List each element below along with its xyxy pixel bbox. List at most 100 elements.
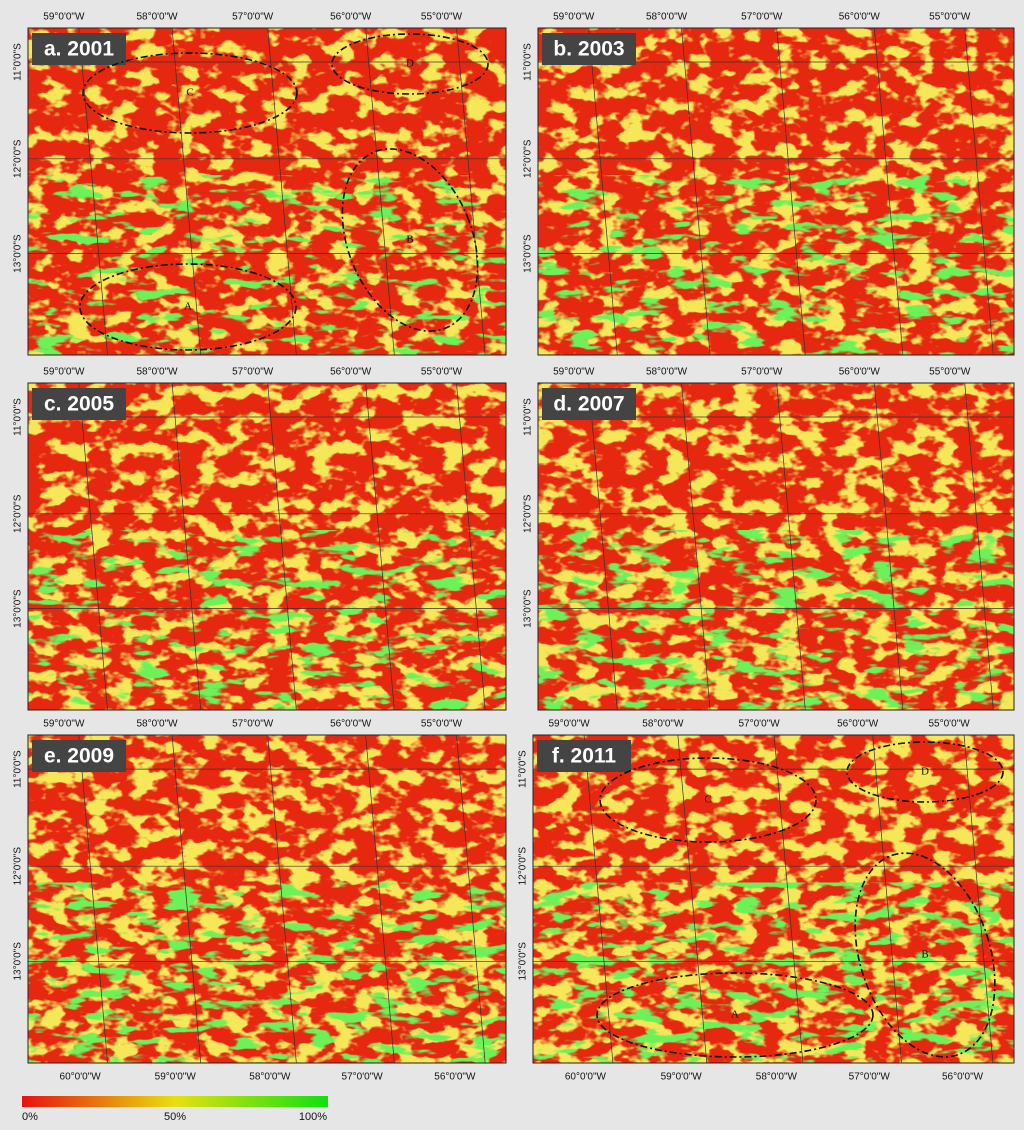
longitude-line	[872, 735, 902, 1063]
panel-border	[537, 27, 1015, 356]
longitude-label: 57°0'0"W	[741, 367, 783, 378]
longitude-label: 56°0'0"W	[837, 719, 879, 730]
legend-label: 50%	[164, 1111, 186, 1123]
longitude-label: 55°0'0"W	[929, 367, 971, 378]
latitude-label: 12°0'0"S	[523, 494, 534, 533]
longitude-line	[78, 735, 108, 1063]
longitude-label: 59°0'0"W	[661, 1072, 703, 1083]
latitude-label: 13°0'0"S	[13, 234, 24, 273]
map-panel	[28, 383, 506, 710]
map-panel	[28, 735, 506, 1063]
region-label: D	[921, 766, 929, 778]
latitude-label: 12°0'0"S	[518, 847, 529, 886]
longitude-label: 55°0'0"W	[928, 719, 970, 730]
panel-label-box	[32, 33, 126, 65]
panel-label: f. 2011	[552, 745, 617, 768]
longitude-line	[267, 735, 297, 1063]
panel-label: e. 2009	[44, 745, 114, 768]
longitude-label: 60°0'0"W	[565, 1072, 607, 1083]
latitude-label: 11°0'0"S	[13, 750, 24, 788]
vegetation-green	[538, 175, 1014, 355]
map-panel	[538, 383, 1014, 710]
longitude-label: 58°0'0"W	[642, 719, 684, 730]
longitude-label: 57°0'0"W	[342, 1072, 384, 1083]
region-label: D	[406, 58, 414, 70]
longitude-label: 59°0'0"W	[553, 367, 595, 378]
longitude-line	[171, 383, 202, 710]
legend-label: 100%	[299, 1111, 327, 1123]
longitude-label: 59°0'0"W	[43, 367, 85, 378]
longitude-line	[583, 735, 614, 1063]
longitude-line	[456, 28, 486, 355]
longitude-line	[456, 735, 486, 1063]
longitude-label: 58°0'0"W	[646, 12, 688, 23]
longitude-line	[964, 28, 994, 355]
longitude-line	[267, 28, 297, 355]
latitude-label: 13°0'0"S	[13, 589, 24, 628]
latitude-label: 12°0'0"S	[13, 494, 24, 533]
longitude-label: 59°0'0"W	[43, 719, 85, 730]
longitude-label: 59°0'0"W	[43, 12, 85, 23]
longitude-label: 60°0'0"W	[60, 1072, 102, 1083]
longitude-line	[681, 28, 711, 355]
region-label: B	[406, 234, 413, 246]
longitude-line	[873, 28, 904, 355]
panel-border	[537, 382, 1015, 711]
region-label: A	[731, 1009, 739, 1021]
panel-label-box	[542, 388, 636, 420]
latitude-label: 11°0'0"S	[13, 43, 24, 81]
region-outline	[854, 852, 996, 1058]
longitude-line	[78, 28, 108, 355]
panel-label: a. 2001	[44, 38, 114, 61]
longitude-label: 56°0'0"W	[330, 367, 372, 378]
longitude-line	[873, 383, 904, 710]
latitude-label: 13°0'0"S	[518, 942, 529, 981]
longitude-label: 57°0'0"W	[738, 719, 780, 730]
panel-border	[27, 382, 507, 711]
longitude-line	[365, 383, 395, 710]
longitude-line	[171, 28, 202, 355]
longitude-label: 55°0'0"W	[421, 12, 463, 23]
panel-label: c. 2005	[44, 393, 114, 416]
panel-label: d. 2007	[553, 393, 624, 416]
panel-border	[532, 734, 1015, 1064]
region-label: C	[186, 87, 193, 99]
vegetation-green	[538, 530, 1014, 710]
panel-border	[27, 734, 507, 1064]
map-panel	[538, 28, 1014, 355]
longitude-label: 58°0'0"W	[646, 367, 688, 378]
longitude-label: 57°0'0"W	[741, 12, 783, 23]
panel-border	[27, 27, 507, 356]
longitude-line	[773, 735, 804, 1063]
longitude-line	[964, 383, 994, 710]
latitude-label: 13°0'0"S	[523, 589, 534, 628]
longitude-line	[365, 735, 395, 1063]
longitude-label: 57°0'0"W	[232, 719, 274, 730]
region-label: B	[921, 949, 928, 961]
region-outline	[596, 972, 874, 1058]
longitude-line	[588, 383, 618, 710]
longitude-line	[78, 383, 108, 710]
longitude-line	[456, 383, 486, 710]
longitude-label: 56°0'0"W	[330, 12, 372, 23]
region-outline	[846, 741, 1004, 803]
longitude-line	[681, 383, 711, 710]
longitude-label: 58°0'0"W	[249, 1072, 291, 1083]
vegetation-green	[28, 530, 506, 710]
longitude-label: 55°0'0"W	[421, 367, 463, 378]
longitude-line	[365, 28, 395, 355]
longitude-label: 57°0'0"W	[849, 1072, 891, 1083]
region-outline	[79, 263, 297, 351]
latitude-label: 13°0'0"S	[13, 942, 24, 981]
longitude-label: 56°0'0"W	[942, 1072, 984, 1083]
longitude-label: 55°0'0"W	[929, 12, 971, 23]
region-label: A	[184, 301, 192, 313]
region-outline	[341, 148, 479, 332]
longitude-line	[171, 735, 202, 1063]
panel-label-box	[542, 33, 636, 65]
longitude-label: 55°0'0"W	[421, 719, 463, 730]
longitude-line	[588, 28, 618, 355]
latitude-label: 12°0'0"S	[13, 139, 24, 178]
longitude-label: 59°0'0"W	[548, 719, 590, 730]
